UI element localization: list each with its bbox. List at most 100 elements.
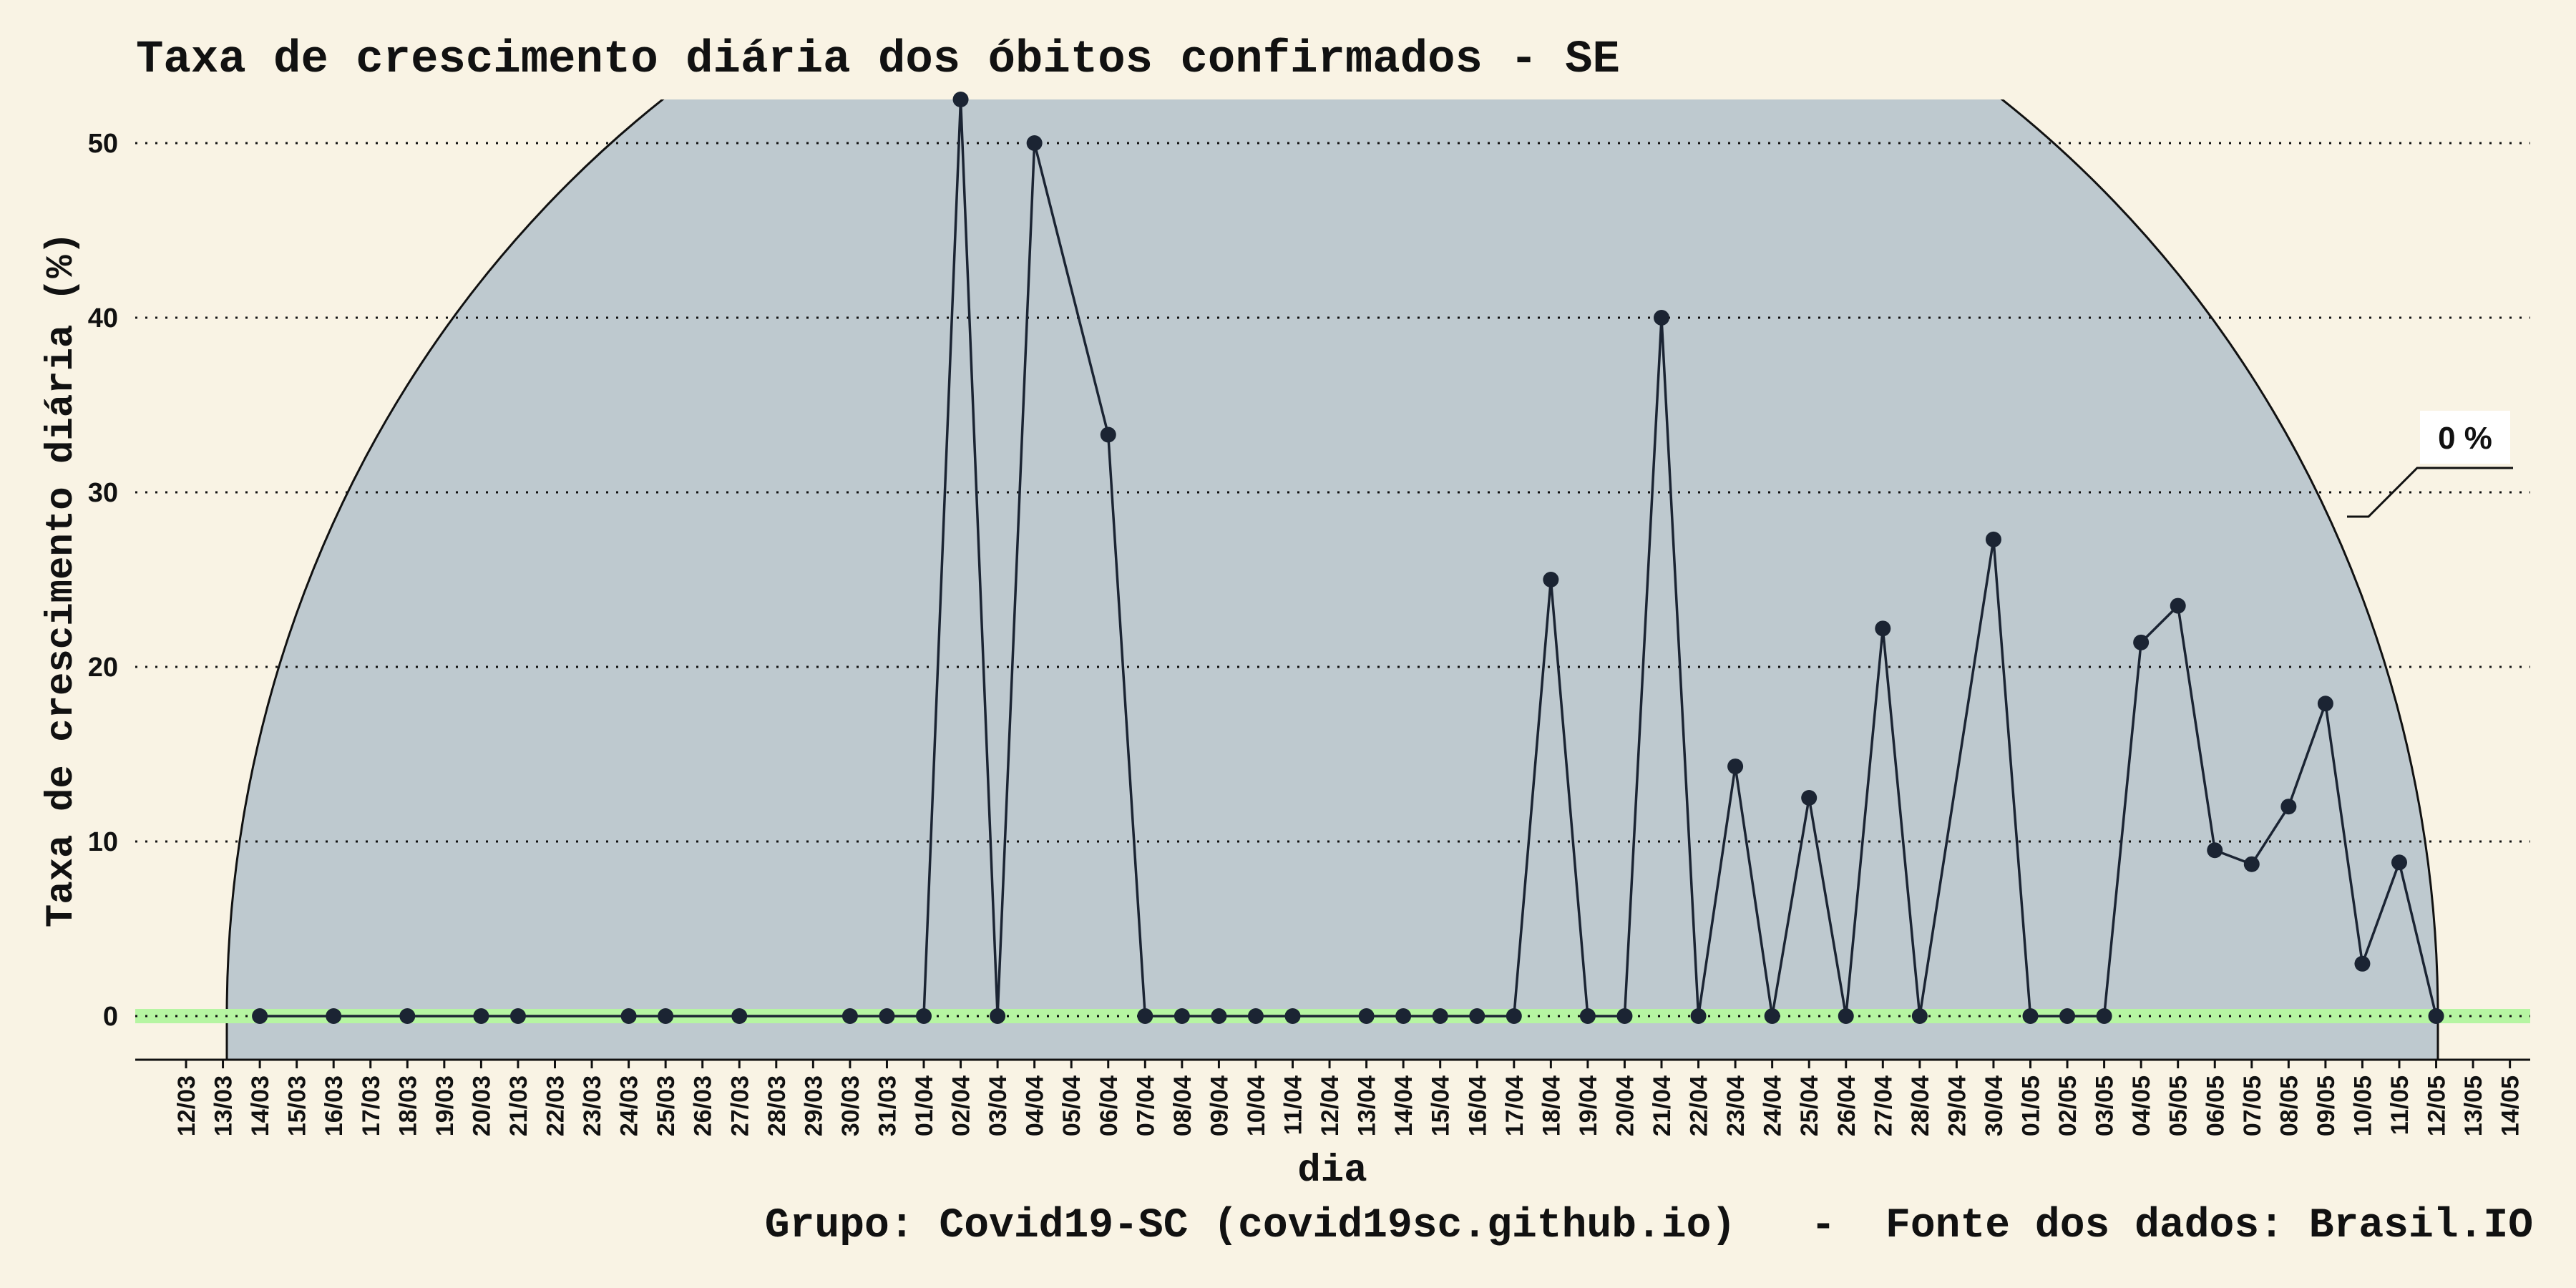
data-point — [509, 1008, 526, 1024]
data-point — [2059, 1008, 2076, 1024]
chart-title: Taxa de crescimento diária dos óbitos co… — [136, 34, 1620, 86]
data-point — [620, 1008, 637, 1024]
x-tick-label: 30/03 — [837, 1075, 864, 1136]
x-tick-label: 27/03 — [726, 1075, 753, 1136]
x-tick-label: 23/04 — [1722, 1075, 1750, 1136]
x-tick-label: 14/05 — [2497, 1075, 2524, 1136]
y-tick-label: 40 — [88, 303, 118, 333]
data-point — [1432, 1008, 1448, 1024]
data-point — [1100, 426, 1116, 443]
data-point — [1395, 1008, 1412, 1024]
x-tick-label: 05/05 — [2165, 1075, 2192, 1136]
callout-box — [2420, 411, 2510, 464]
data-point — [952, 92, 969, 107]
y-tick-label: 10 — [88, 827, 118, 857]
x-tick-label: 11/04 — [1280, 1075, 1307, 1135]
x-tick-label: 10/05 — [2349, 1075, 2376, 1136]
x-tick-label: 31/03 — [874, 1075, 901, 1136]
data-points — [252, 92, 2444, 1024]
data-point — [1284, 1008, 1301, 1024]
data-point — [1727, 758, 1744, 775]
data-point — [1211, 1008, 1227, 1024]
data-point — [2170, 597, 2186, 614]
x-tick-label: 07/05 — [2239, 1075, 2266, 1136]
y-axis-title: Taxa de crescimento diária (%) — [40, 232, 84, 927]
x-tick-label: 15/04 — [1428, 1075, 1455, 1136]
data-point — [2280, 799, 2297, 815]
data-point — [916, 1008, 932, 1024]
data-point — [1506, 1008, 1522, 1024]
callout-leader — [2347, 467, 2513, 518]
x-tick-label: 01/04 — [911, 1075, 938, 1136]
data-point — [879, 1008, 895, 1024]
x-tick-label: 06/05 — [2202, 1075, 2229, 1136]
data-point — [1137, 1008, 1153, 1024]
x-tick-label: 25/04 — [1796, 1075, 1823, 1136]
data-point — [841, 1008, 858, 1024]
y-tick-label: 50 — [88, 129, 118, 159]
shaded-dome — [225, 99, 2439, 1060]
x-tick-label: 20/03 — [468, 1075, 495, 1136]
data-point — [1247, 1008, 1264, 1024]
data-point — [1911, 1008, 1928, 1024]
x-tick-label: 06/04 — [1096, 1075, 1123, 1136]
x-tick-label: 21/04 — [1649, 1075, 1676, 1136]
x-tick-label: 02/04 — [948, 1075, 975, 1136]
title-background — [0, 0, 2576, 99]
x-tick-label: 19/03 — [431, 1075, 459, 1136]
data-point — [2096, 1008, 2112, 1024]
x-tick-label: 13/03 — [210, 1075, 238, 1136]
plot-panel — [135, 99, 2530, 1060]
x-tick-label: 29/04 — [1943, 1075, 1971, 1136]
data-point — [1616, 1008, 1633, 1024]
x-tick-label: 30/04 — [1981, 1075, 2008, 1136]
x-tick-label: 28/03 — [763, 1075, 791, 1136]
data-point — [1358, 1008, 1375, 1024]
x-tick-label: 12/03 — [173, 1075, 200, 1136]
data-point — [990, 1008, 1006, 1024]
x-tick-label: 24/04 — [1760, 1075, 1787, 1136]
value-callout: 0 % — [2347, 411, 2513, 518]
data-point — [326, 1008, 342, 1024]
data-point — [1875, 620, 1891, 637]
x-tick-label: 03/05 — [2092, 1075, 2119, 1136]
data-point — [2317, 696, 2333, 712]
data-point — [473, 1008, 489, 1024]
x-tick-label: 25/03 — [653, 1075, 680, 1136]
x-tick-label: 26/04 — [1833, 1075, 1860, 1136]
x-tick-label: 11/05 — [2386, 1075, 2414, 1135]
data-point — [1654, 310, 1669, 326]
data-point — [1764, 1008, 1780, 1024]
data-point — [399, 1008, 416, 1024]
data-point — [1543, 572, 1559, 587]
x-tick-label: 21/03 — [505, 1075, 532, 1136]
x-tick-label: 23/03 — [579, 1075, 606, 1136]
data-point — [2207, 842, 2223, 859]
data-point — [2428, 1008, 2444, 1024]
data-point — [2022, 1008, 2039, 1024]
x-tick-label: 14/04 — [1390, 1075, 1418, 1136]
x-tick-label: 10/04 — [1243, 1075, 1270, 1136]
x-tick-label: 09/05 — [2313, 1075, 2340, 1136]
x-tick-label: 29/03 — [800, 1075, 827, 1136]
x-tick-label: 07/04 — [1132, 1075, 1159, 1136]
data-point — [1579, 1008, 1596, 1024]
data-point — [2354, 955, 2371, 972]
y-tick-label: 30 — [88, 478, 118, 508]
x-tick-label: 19/04 — [1575, 1075, 1602, 1136]
x-tick-label: 13/04 — [1354, 1075, 1381, 1136]
x-tick-label: 27/04 — [1870, 1075, 1897, 1136]
data-point — [2133, 634, 2150, 650]
x-tick-label: 03/04 — [985, 1075, 1012, 1136]
x-tick-label: 04/05 — [2128, 1075, 2155, 1136]
data-point — [731, 1008, 748, 1024]
data-point — [252, 1008, 268, 1024]
data-point — [1985, 531, 2001, 547]
y-axis-ticks: 0 10 20 30 40 50 — [88, 129, 118, 1032]
x-tick-label: 22/04 — [1686, 1075, 1713, 1136]
x-tick-label: 01/05 — [2018, 1075, 2045, 1136]
x-tick-label: 24/03 — [616, 1075, 643, 1136]
x-tick-label: 26/03 — [690, 1075, 717, 1136]
x-tick-label: 15/03 — [284, 1075, 311, 1136]
